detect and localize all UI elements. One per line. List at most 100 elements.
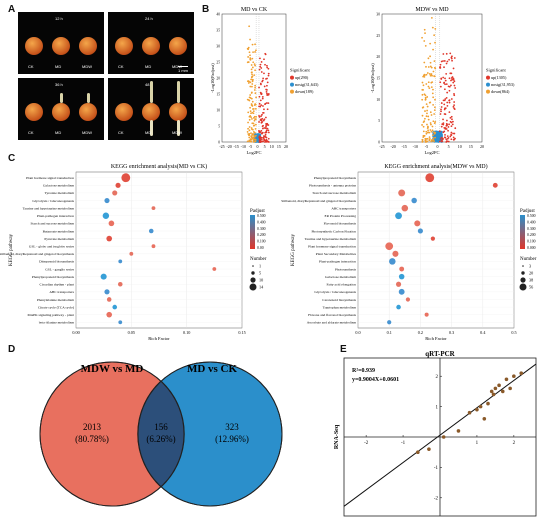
pathway-bubble (108, 220, 115, 227)
nosig-point (257, 134, 259, 137)
nosig-point (255, 140, 258, 143)
down-point (248, 139, 251, 142)
nosig-point (256, 140, 259, 143)
seed-image (142, 37, 160, 55)
nosig-point (256, 136, 258, 139)
x-tick-label: -20 (390, 144, 395, 149)
nosig-point (257, 140, 259, 142)
x-tick-label: -25 (379, 144, 384, 149)
nosig-point (432, 135, 435, 138)
nosig-point (438, 130, 441, 133)
down-point (253, 115, 256, 118)
down-point (422, 130, 425, 133)
photo-sample-label: CK (118, 130, 124, 135)
nosig-point (435, 138, 438, 141)
down-point (422, 136, 425, 139)
nosig-point (433, 139, 435, 142)
nosig-point (254, 136, 257, 139)
nosig-point (254, 139, 257, 142)
nosig-point (259, 136, 262, 138)
nosig-point (258, 138, 261, 141)
up-point (441, 140, 444, 143)
seed-image (115, 103, 133, 121)
nosig-point (258, 138, 260, 141)
down-point (250, 112, 252, 115)
down-point (429, 61, 432, 64)
up-point (443, 81, 446, 84)
nosig-point (434, 140, 436, 142)
pathway-label: Carotenoid biosynthesis (322, 298, 356, 302)
down-point (425, 130, 428, 133)
up-point (451, 76, 454, 78)
up-point (267, 141, 270, 143)
nosig-point (440, 139, 443, 142)
equation-label: y=0.9004X+0.0601 (352, 377, 399, 383)
nosig-point (257, 134, 260, 137)
nosig-point (259, 133, 261, 136)
pathway-label: Plant Secondary Metabolites (316, 252, 357, 256)
nosig-point (433, 130, 436, 133)
number-swatch (521, 271, 525, 275)
nosig-point (440, 137, 443, 139)
nosig-point (255, 139, 258, 142)
nosig-point (256, 138, 259, 141)
nosig-point (440, 133, 442, 136)
down-point (247, 61, 250, 63)
down-point (425, 83, 428, 85)
photo-time-label: 36 h (55, 82, 63, 87)
nosig-point (432, 138, 435, 140)
down-point (433, 60, 436, 63)
y-axis-label: RNA-Seq (334, 424, 340, 449)
up-point (453, 132, 456, 135)
legend-swatch (486, 89, 490, 94)
nosig-point (434, 140, 437, 142)
r2-label: R²=0.939 (352, 368, 375, 374)
nosig-point (440, 133, 443, 136)
nosig-point (436, 136, 439, 139)
up-point (263, 108, 265, 111)
down-point (252, 128, 254, 131)
up-point (265, 131, 268, 134)
up-point (439, 67, 442, 69)
photo-sample-label: CK (28, 130, 34, 135)
seed-image (79, 37, 97, 55)
pathway-bubble (414, 220, 421, 227)
down-point (426, 127, 429, 130)
x-tick-label: 0.3 (449, 330, 454, 335)
up-point (439, 138, 442, 140)
nosig-point (253, 138, 256, 141)
down-point (250, 68, 253, 71)
up-point (445, 122, 448, 125)
nosig-point (440, 141, 443, 143)
nosig-point (437, 134, 439, 137)
down-point (247, 48, 250, 51)
up-point (261, 125, 264, 128)
up-point (440, 108, 442, 111)
nosig-point (434, 138, 437, 140)
nosig-point (256, 140, 258, 143)
nosig-point (256, 135, 259, 138)
padjust-tick: 0.300 (527, 227, 536, 231)
down-point (246, 61, 249, 64)
nosig-point (439, 134, 442, 137)
data-point (475, 407, 479, 412)
nosig-point (254, 136, 257, 139)
down-point (246, 98, 249, 101)
nosig-point (258, 135, 261, 137)
nosig-point (435, 136, 437, 139)
down-point (254, 84, 257, 87)
nosig-point (253, 134, 256, 137)
nosig-point (436, 140, 439, 142)
up-point (263, 58, 265, 61)
nosig-point (439, 136, 442, 139)
kegg-frame (75, 171, 243, 329)
nosig-point (256, 138, 259, 141)
nosig-point (255, 137, 258, 140)
up-point (264, 133, 267, 136)
nosig-point (436, 136, 439, 139)
nosig-point (434, 140, 437, 143)
up-point (448, 99, 451, 102)
nosig-point (436, 133, 439, 135)
up-point (266, 77, 268, 80)
nosig-point (257, 139, 260, 142)
